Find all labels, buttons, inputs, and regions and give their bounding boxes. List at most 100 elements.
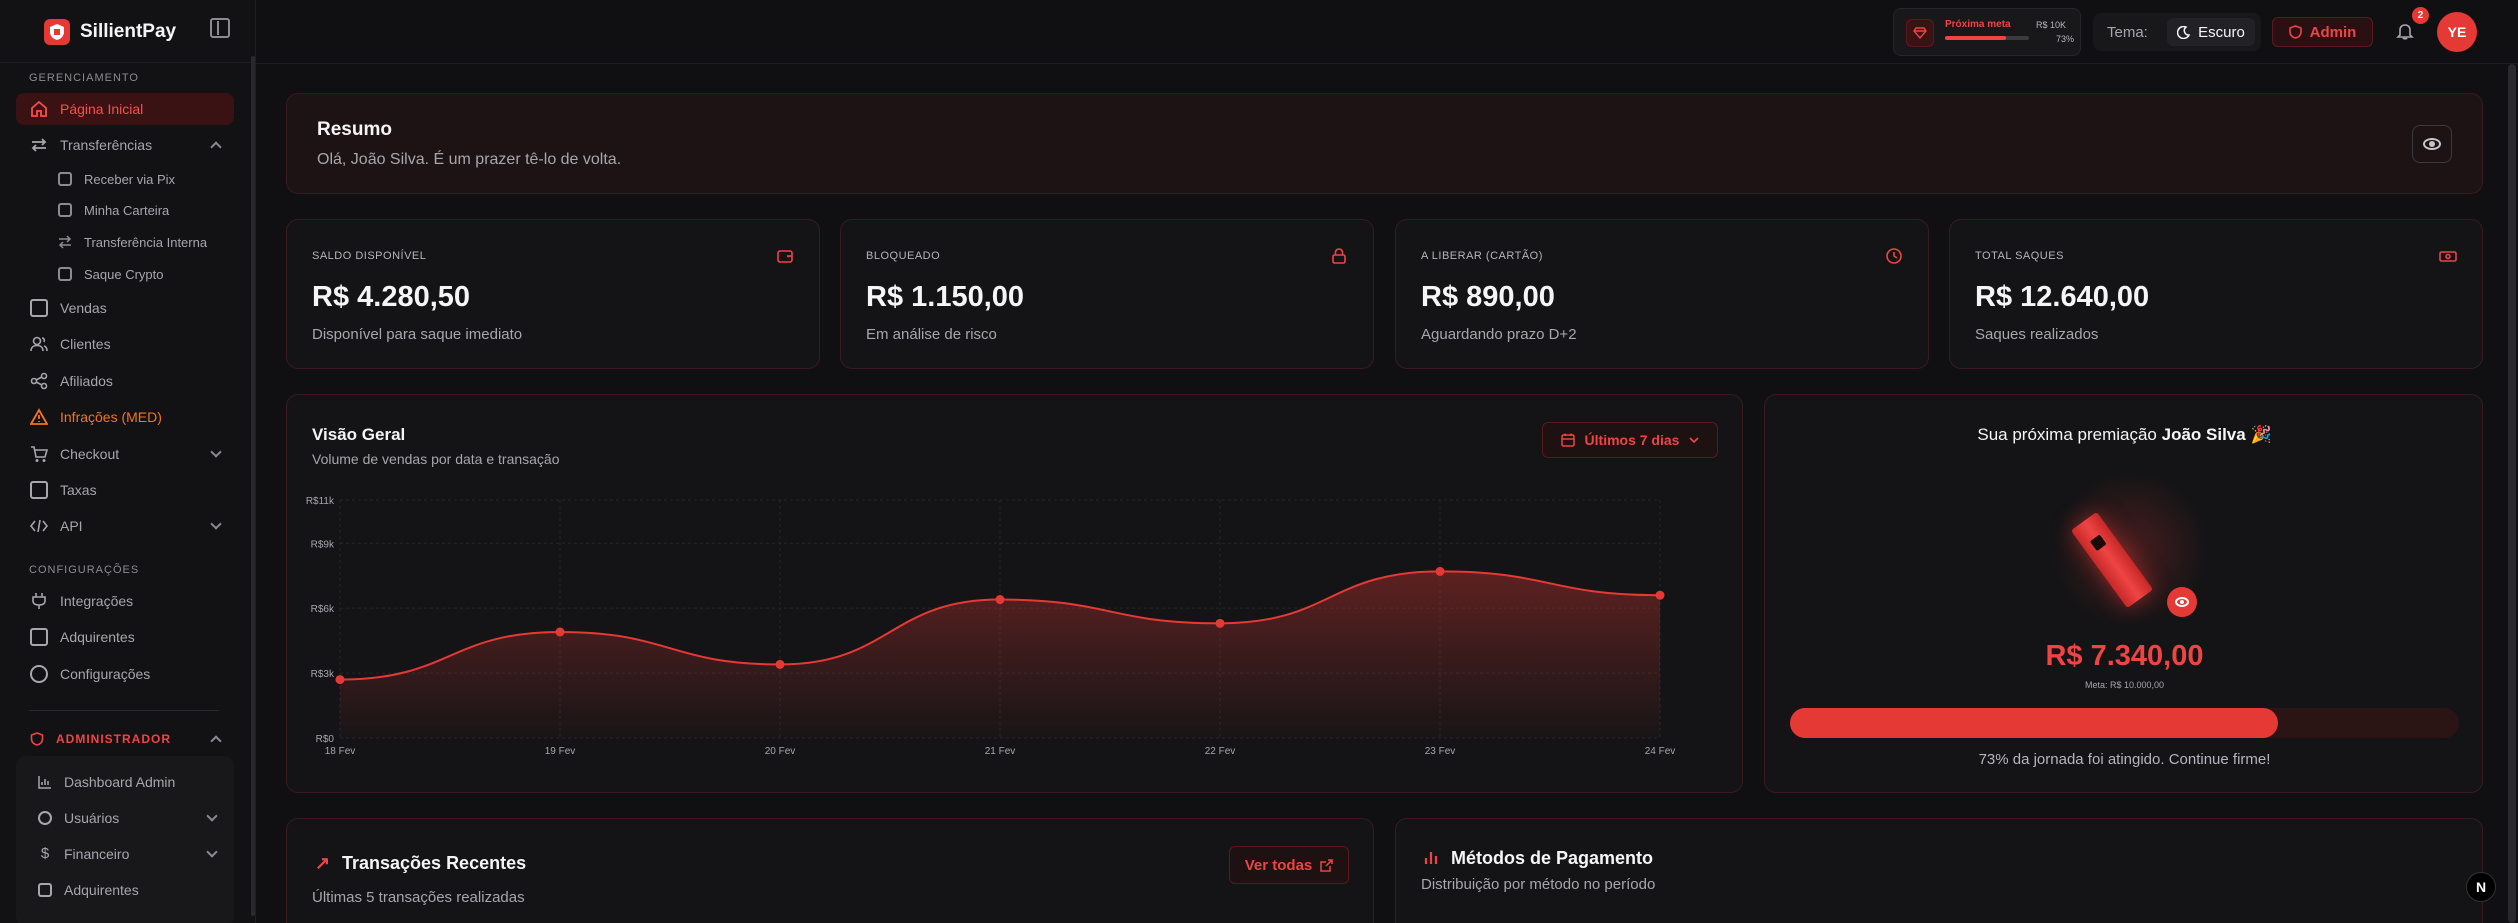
x-tick-label: 19 Fev (545, 746, 576, 757)
sidebar-item-admin-users[interactable]: Usuários (20, 802, 230, 834)
recent-transactions-card: ↗ Transações Recentes Últimas 5 transaçõ… (286, 818, 1374, 923)
sidebar-item-label: Adquirentes (64, 882, 139, 898)
avatar[interactable]: YE (2437, 12, 2477, 52)
stat-value: R$ 4.280,50 (312, 281, 471, 313)
users-icon (30, 336, 48, 352)
brand[interactable]: SillientPay (44, 16, 176, 48)
cash-icon (2439, 251, 2457, 262)
chevron-up-icon (210, 141, 222, 153)
sidebar-item-api[interactable]: API (16, 510, 234, 542)
sidebar-subitem-label: Minha Carteira (84, 202, 170, 218)
bell-icon[interactable] (2396, 22, 2414, 40)
stat-value: R$ 890,00 (1421, 281, 1555, 313)
sidebar-subitem-pix[interactable]: Receber via Pix (58, 167, 175, 191)
chevron-down-icon (1689, 437, 1700, 443)
payment-methods-subtitle: Distribuição por método no período (1421, 876, 1656, 893)
arrow-up-right-icon: ↗ (315, 853, 331, 873)
sidebar-item-integrations[interactable]: Integrações (16, 585, 234, 617)
data-point[interactable] (775, 659, 785, 669)
sidebar-item-acquirers[interactable]: Adquirentes (16, 621, 234, 653)
payment-methods-title: Métodos de Pagamento (1451, 848, 1654, 868)
chart-icon (38, 776, 51, 789)
sidebar-item-infractions[interactable]: Infrações (MED) (16, 401, 234, 433)
home-icon (31, 100, 47, 117)
sidebar-item-admin-acquirers[interactable]: Adquirentes (20, 874, 230, 906)
data-point[interactable] (995, 595, 1005, 605)
sidebar-item-affiliates[interactable]: Afiliados (16, 365, 234, 397)
plug-icon (32, 593, 46, 609)
next-goal-progress (1945, 36, 2029, 40)
sidebar-item-admin-financial[interactable]: $ Financeiro (20, 838, 230, 870)
x-tick-label: 22 Fev (1205, 746, 1236, 757)
stat-card-blocked: BLOQUEADO R$ 1.150,00 Em análise de risc… (840, 219, 1374, 369)
sidebar-item-settings[interactable]: Configurações (16, 658, 234, 690)
sidebar-item-sales[interactable]: Vendas (16, 292, 234, 324)
admin-submenu: Dashboard Admin Usuários $ Financeiro Ad… (16, 756, 234, 923)
section-label-management: GERENCIAMENTO (29, 72, 139, 84)
sidebar-subitem-internal[interactable]: Transferência Interna (58, 230, 207, 254)
y-tick-label: R$3k (311, 669, 335, 680)
code-icon (30, 519, 48, 533)
card-icon (38, 883, 52, 897)
theme-selector: Tema: Escuro (2093, 13, 2261, 51)
receipt-icon (30, 481, 48, 499)
sidebar-item-clients[interactable]: Clientes (16, 328, 234, 360)
award-card: Sua próxima premiação João Silva 🎉 R$ 7.… (1764, 394, 2483, 793)
wallet-icon (58, 203, 72, 217)
toggle-visibility-button[interactable] (2412, 125, 2452, 163)
sidebar-item-label: Taxas (60, 482, 97, 498)
admin-button[interactable]: Admin (2272, 17, 2373, 47)
view-all-button[interactable]: Ver todas (1229, 846, 1349, 884)
calendar-icon (1560, 433, 1575, 447)
divider (0, 62, 256, 63)
data-point[interactable] (1655, 590, 1665, 600)
sidebar-item-label: Clientes (60, 336, 111, 352)
section-label-config: CONFIGURAÇÕES (29, 564, 140, 576)
external-link-icon (1320, 858, 1334, 872)
sidebar-item-home[interactable]: Página Inicial (16, 93, 234, 125)
sidebar-item-checkout[interactable]: Checkout (16, 438, 234, 470)
sidebar-item-label: API (60, 518, 83, 534)
award-user: João Silva (2161, 425, 2246, 444)
chart-area (340, 571, 1660, 738)
x-tick-label: 21 Fev (985, 746, 1016, 757)
award-title: Sua próxima premiação João Silva 🎉 (1765, 425, 2484, 445)
data-point[interactable] (335, 675, 345, 685)
date-range-button[interactable]: Últimos 7 dias (1542, 422, 1718, 458)
notification-badge: 2 (2412, 7, 2429, 24)
sidebar-subitem-wallet[interactable]: Minha Carteira (58, 198, 169, 222)
overview-title: Visão Geral (312, 425, 406, 444)
sidebar-item-transfers[interactable]: Transferências (16, 129, 234, 161)
sidebar-subitem-crypto[interactable]: Saque Crypto (58, 262, 164, 286)
eye-icon (2175, 597, 2189, 607)
moon-icon (2177, 25, 2191, 39)
view-all-label: Ver todas (1244, 856, 1313, 874)
dev-badge[interactable]: N (2466, 872, 2496, 902)
sidebar-scrollbar[interactable] (251, 56, 255, 916)
stat-card-pending-card: A LIBERAR (CARTÃO) R$ 890,00 Aguardando … (1395, 219, 1929, 369)
next-goal-widget[interactable]: Próxima meta R$ 10K 73% (1893, 8, 2081, 56)
sidebar-item-admin[interactable]: ADMINISTRADOR (16, 723, 234, 755)
stat-subtitle: Em análise de risco (866, 326, 997, 343)
main-scrollbar[interactable] (2508, 64, 2516, 923)
chevron-up-icon (210, 735, 222, 747)
plaque-logo (2089, 534, 2107, 552)
payment-methods-card: Métodos de Pagamento Distribuição por mé… (1395, 818, 2483, 923)
sidebar-item-label: Transferências (60, 137, 153, 153)
award-title-prefix: Sua próxima premiação (1977, 425, 2157, 444)
x-tick-label: 20 Fev (765, 746, 796, 757)
sidebar-item-label: Usuários (64, 810, 120, 826)
chart-points (335, 566, 1665, 685)
view-award-button[interactable] (2167, 587, 2197, 617)
qr-icon (58, 172, 72, 186)
arrows-icon (31, 138, 47, 152)
sidebar-toggle-icon[interactable] (210, 18, 230, 38)
sidebar-item-fees[interactable]: Taxas (16, 474, 234, 506)
sidebar-item-admin-dashboard[interactable]: Dashboard Admin (20, 766, 230, 798)
data-point[interactable] (555, 627, 565, 637)
dollar-icon: $ (40, 845, 50, 862)
data-point[interactable] (1215, 618, 1225, 628)
data-point[interactable] (1435, 566, 1445, 576)
theme-dark-button[interactable]: Escuro (2167, 18, 2255, 46)
x-axis: 18 Fev 19 Fev 20 Fev 21 Fev 22 Fev 23 Fev 24 F… (325, 746, 1676, 757)
